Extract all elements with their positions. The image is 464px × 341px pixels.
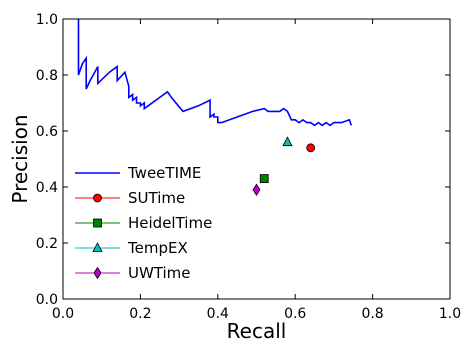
x-tick-label: 0.8 — [361, 306, 383, 322]
heideltime-legend-marker — [93, 218, 102, 228]
y-tick-label: 1.0 — [36, 12, 58, 28]
y-tick-label: 0.4 — [36, 180, 58, 196]
x-tick-label: 1.0 — [439, 306, 461, 322]
uwtime-legend-marker — [93, 266, 102, 280]
tweetime-series-line — [77, 19, 353, 127]
sutime-legend-label: SUTime — [128, 189, 185, 207]
tempex-legend-marker — [92, 242, 103, 252]
uwtime-legend-label: UWTime — [128, 264, 191, 282]
x-tick-label: 0.0 — [52, 306, 74, 322]
sutime-legend-marker — [93, 193, 102, 203]
tempex-data-point — [282, 136, 293, 147]
x-axis-title: Recall — [227, 319, 287, 341]
y-tick-label: 0.8 — [36, 68, 58, 84]
legend: TweeTIME SUTime HeidelTime TempEX UWTime — [75, 164, 212, 282]
y-tick-label: 0.0 — [36, 292, 58, 308]
x-tick-label: 0.6 — [284, 306, 306, 322]
tempex-legend-label: TempEX — [127, 239, 188, 257]
x-tick-label: 0.2 — [129, 306, 151, 322]
plot-layer — [77, 19, 353, 197]
x-tick-label: 0.4 — [207, 306, 229, 322]
tweetime-legend-label: TweeTIME — [127, 164, 201, 182]
y-tick-label: 0.2 — [36, 236, 58, 252]
y-tick-label: 0.6 — [36, 124, 58, 140]
uwtime-data-point — [252, 183, 261, 197]
y-axis-title: Precision — [8, 114, 32, 203]
sutime-data-point — [306, 143, 316, 153]
heideltime-data-point — [259, 174, 269, 184]
plot-frame — [62, 18, 451, 300]
heideltime-legend-label: HeidelTime — [128, 214, 212, 232]
